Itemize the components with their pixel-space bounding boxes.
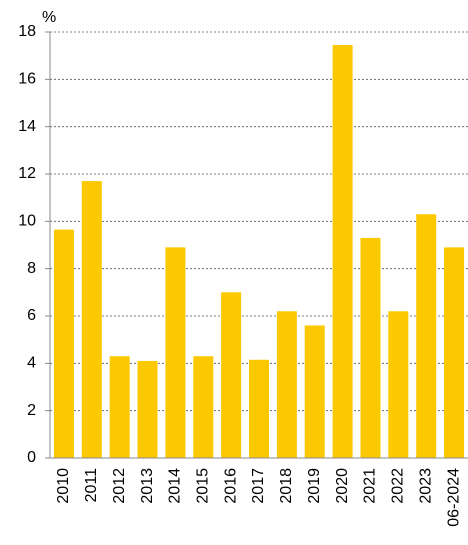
y-tick-label: 2 xyxy=(27,402,36,419)
y-tick-label: 18 xyxy=(18,23,36,40)
bar xyxy=(53,229,74,458)
y-tick-label: 12 xyxy=(18,165,36,182)
x-tick-label: 2013 xyxy=(139,468,156,504)
bar xyxy=(332,45,353,459)
y-axis-label: % xyxy=(42,9,56,26)
x-tick-label: 2011 xyxy=(83,468,100,503)
bar xyxy=(276,311,297,458)
x-tick-label: 2022 xyxy=(390,468,407,504)
x-tick-label: 2014 xyxy=(167,468,184,504)
x-tick-label: 2016 xyxy=(222,468,239,504)
y-tick-label: 4 xyxy=(27,355,36,372)
bar xyxy=(137,360,158,458)
y-tick-label: 6 xyxy=(27,307,36,324)
y-tick-label: 0 xyxy=(27,449,36,466)
bar xyxy=(388,311,409,458)
x-tick-label: 2010 xyxy=(55,468,72,504)
y-tick-label: 16 xyxy=(18,71,36,88)
x-tick-label: 2018 xyxy=(278,468,295,504)
bar xyxy=(444,247,465,458)
bar xyxy=(360,237,381,458)
bar xyxy=(416,214,437,458)
bar xyxy=(249,359,269,458)
x-tick-label: 2012 xyxy=(111,468,128,504)
x-tick-label: 2017 xyxy=(250,468,267,504)
bar xyxy=(193,356,214,458)
x-tick-label: 2023 xyxy=(417,468,434,504)
bar xyxy=(81,181,102,458)
bar xyxy=(109,356,130,458)
bar xyxy=(165,247,186,458)
x-tick-label: 2020 xyxy=(334,468,351,504)
x-tick-label: 2015 xyxy=(194,468,211,504)
bar xyxy=(304,325,325,458)
x-tick-label: 2021 xyxy=(362,468,379,504)
y-tick-label: 8 xyxy=(27,260,36,277)
bar xyxy=(221,292,242,458)
x-tick-label: 2019 xyxy=(306,468,323,504)
y-tick-label: 14 xyxy=(18,118,36,135)
y-tick-label: 10 xyxy=(18,213,36,230)
x-tick-label: 06-2024 xyxy=(445,468,462,527)
